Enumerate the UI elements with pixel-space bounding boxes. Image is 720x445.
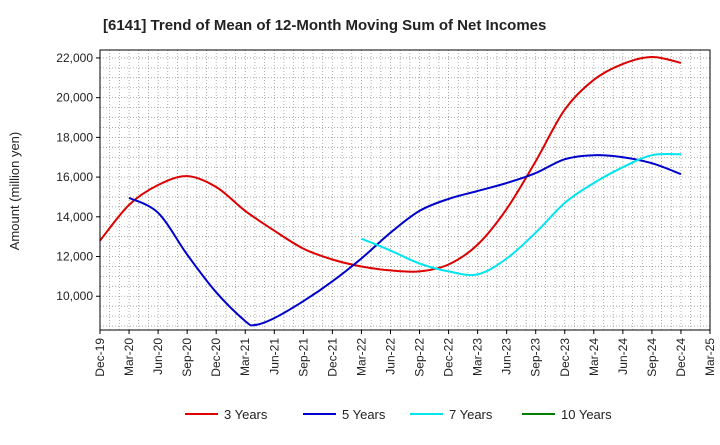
x-tick-label: Jun-22 (383, 338, 397, 375)
y-tick-label: 22,000 (56, 51, 93, 65)
legend-label-3-years: 3 Years (224, 407, 268, 422)
x-tick-label: Mar-23 (471, 338, 485, 376)
x-tick-label: Jun-20 (151, 338, 165, 375)
y-axis: 10,000 12,000 14,000 16,000 18,000 20,000 22,0… (56, 51, 100, 303)
x-tick-label: Dec-22 (442, 338, 456, 377)
x-tick-label: Sep-24 (645, 338, 659, 377)
x-tick-label: Sep-23 (529, 338, 543, 377)
series-line-5-years (128, 154, 682, 327)
x-tick-label: Mar-25 (703, 338, 717, 376)
legend-label-7-years: 7 Years (449, 407, 493, 422)
series-lines (99, 55, 682, 327)
x-tick-label: Mar-24 (587, 338, 601, 376)
series-line-7-years (361, 153, 682, 277)
y-tick-label: 10,000 (56, 289, 93, 303)
x-tick-label: Mar-21 (238, 338, 252, 376)
legend-label-5-years: 5 Years (342, 407, 386, 422)
x-tick-label: Dec-20 (209, 338, 223, 377)
x-tick-label: Mar-22 (354, 338, 368, 376)
y-tick-label: 20,000 (56, 91, 93, 105)
x-tick-label: Mar-20 (122, 338, 136, 376)
x-tick-label: Dec-19 (93, 338, 107, 377)
y-tick-label: 12,000 (56, 250, 93, 264)
series-line-3-years (99, 55, 682, 273)
x-tick-label: Dec-21 (325, 338, 339, 377)
grid (100, 50, 710, 330)
chart-title: [6141] Trend of Mean of 12-Month Moving … (103, 17, 546, 34)
x-tick-label: Jun-23 (500, 338, 514, 375)
plot-frame (99, 49, 711, 331)
x-tick-label: Sep-21 (296, 338, 310, 377)
y-tick-label: 14,000 (56, 210, 93, 224)
x-tick-label: Dec-24 (674, 338, 688, 377)
legend-label-10-years: 10 Years (561, 407, 612, 422)
y-axis-title: Amount (million yen) (7, 132, 22, 251)
x-tick-label: Sep-20 (180, 338, 194, 377)
x-tick-label: Sep-22 (413, 338, 427, 377)
y-tick-label: 16,000 (56, 170, 93, 184)
x-tick-label: Jun-21 (267, 338, 281, 375)
x-axis: Dec-19 Mar-20 Jun-20 Sep-20 Dec-20 Mar-21 Jun-… (93, 330, 717, 377)
x-tick-label: Dec-23 (558, 338, 572, 377)
y-tick-label: 18,000 (56, 130, 93, 144)
x-tick-label: Jun-24 (616, 338, 630, 375)
legend: 3 Years 5 Years 7 Years 10 Years (185, 407, 612, 422)
